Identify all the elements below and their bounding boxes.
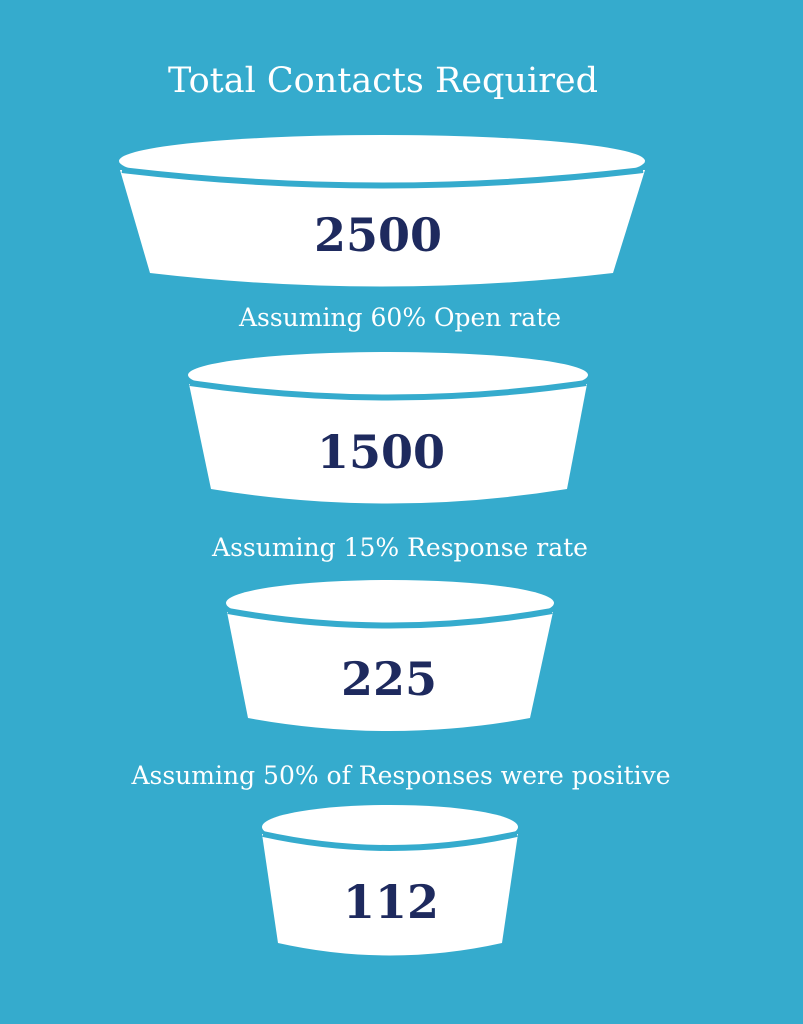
funnel-value-2: 1500 [317, 425, 445, 479]
funnel-rim-3 [226, 580, 554, 626]
funnel-note-2: Assuming 15% Response rate [211, 533, 588, 562]
funnel-stage-4: 112 [262, 805, 518, 956]
funnel-bowl-4 [262, 834, 518, 956]
funnel-bowl-3 [227, 612, 553, 731]
funnel-title: Total Contacts Required [168, 61, 598, 101]
funnel-bowl-1 [120, 170, 645, 287]
funnel-note-1: Assuming 60% Open rate [238, 303, 561, 332]
funnel-rim-4 [262, 805, 518, 849]
funnel-rim-2 [188, 352, 588, 398]
funnel-rim-line-4 [262, 831, 518, 851]
funnel-stage-2: 1500 [188, 352, 588, 504]
funnel-stage-1: 2500 [119, 135, 645, 287]
funnel-rim-line-3 [227, 608, 553, 629]
funnel-note-3: Assuming 50% of Responses were positive [130, 761, 670, 790]
funnel-rim-1 [119, 135, 645, 187]
funnel-value-3: 225 [341, 652, 437, 706]
funnel-stage-3: 225 [226, 580, 554, 731]
funnel-rim-line-1 [121, 167, 644, 189]
funnel-value-1: 2500 [314, 208, 442, 262]
funnel-value-4: 112 [343, 875, 439, 929]
funnel-rim-line-2 [189, 380, 587, 401]
funnel-bowl-2 [189, 384, 587, 504]
